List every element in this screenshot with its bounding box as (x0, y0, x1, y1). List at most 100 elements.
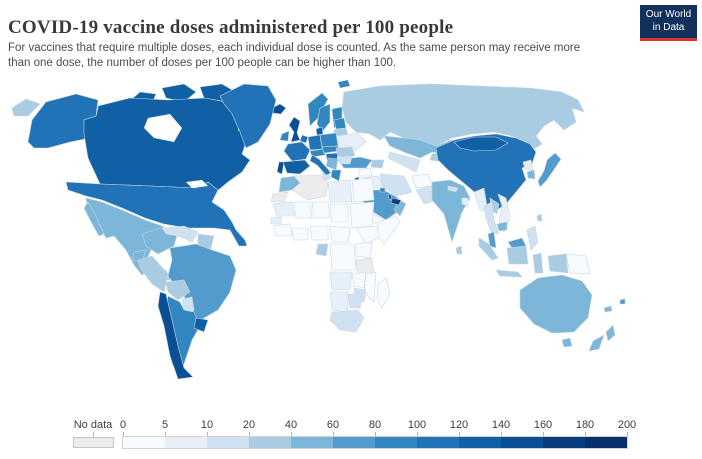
legend-bin-140-160[interactable] (501, 437, 543, 448)
country-syria[interactable] (357, 167, 373, 177)
country-uk[interactable] (288, 116, 301, 143)
country-philippines[interactable] (526, 225, 539, 251)
country-algeria[interactable] (291, 174, 329, 201)
country-sudan[interactable] (349, 201, 375, 229)
country-madagascar[interactable] (376, 277, 391, 309)
country-niger[interactable] (311, 201, 331, 219)
country-paraguay[interactable] (181, 296, 195, 311)
country-spain[interactable] (282, 159, 311, 175)
country-mexico-baja[interactable] (83, 201, 105, 237)
country-afghanistan[interactable] (411, 173, 433, 189)
country-egypt[interactable] (351, 177, 375, 203)
country-new-caledonia[interactable] (603, 305, 613, 313)
country-botswana[interactable] (347, 293, 363, 309)
legend-bin-20-40[interactable] (249, 437, 291, 448)
country-uae[interactable] (390, 197, 402, 206)
country-germany[interactable] (307, 134, 323, 151)
country-japan[interactable] (537, 152, 562, 188)
country-uruguay[interactable] (193, 317, 209, 333)
country-canada-arctic-2[interactable] (161, 83, 197, 103)
country-mauritania[interactable] (272, 201, 295, 217)
country-france[interactable] (283, 141, 311, 162)
country-qatar[interactable] (387, 193, 393, 201)
country-greece[interactable] (330, 169, 342, 182)
country-namibia[interactable] (329, 291, 349, 313)
country-caucasus[interactable] (370, 159, 385, 169)
country-kenya-uganda[interactable] (355, 241, 373, 259)
country-cameroon-car[interactable] (329, 225, 351, 243)
country-austria-switzerland[interactable] (309, 148, 326, 158)
country-mozambique[interactable] (363, 271, 377, 303)
country-new-zealand-north[interactable] (605, 324, 616, 342)
country-oman[interactable] (393, 199, 407, 217)
country-greenland[interactable] (219, 83, 277, 149)
country-russia-chukotka[interactable] (11, 98, 41, 117)
country-ukraine[interactable] (335, 132, 367, 151)
country-mali[interactable] (293, 201, 313, 219)
country-ivory-ghana[interactable] (291, 227, 309, 241)
country-sri-lanka[interactable] (455, 245, 463, 255)
country-malaysia-peninsula[interactable] (487, 231, 497, 249)
country-taiwan[interactable] (536, 213, 543, 222)
country-somalia[interactable] (377, 215, 401, 245)
country-baltics[interactable] (333, 117, 347, 130)
country-south-korea[interactable] (526, 169, 536, 180)
country-south-africa[interactable] (329, 309, 365, 333)
country-drc[interactable] (329, 243, 357, 271)
legend-bin-100-120[interactable] (417, 437, 459, 448)
country-svalbard[interactable] (337, 79, 351, 89)
country-china[interactable] (435, 133, 537, 213)
country-bangladesh[interactable] (461, 197, 469, 207)
country-chad[interactable] (329, 203, 349, 223)
country-papua-new-guinea[interactable] (565, 253, 591, 275)
country-sweden[interactable] (316, 103, 331, 133)
country-ireland[interactable] (279, 130, 290, 142)
country-guinea[interactable] (272, 223, 293, 237)
country-bulgaria[interactable] (338, 156, 353, 165)
country-mongolia[interactable] (453, 136, 509, 152)
country-benelux[interactable] (299, 134, 309, 144)
country-australia[interactable] (519, 274, 593, 334)
country-thailand[interactable] (483, 201, 500, 235)
country-indonesia-java[interactable] (495, 269, 523, 278)
country-uzbekistan-turkmenistan[interactable] (387, 151, 421, 173)
country-tasmania[interactable] (561, 337, 573, 348)
country-angola[interactable] (329, 271, 353, 291)
legend-bin-5-10[interactable] (165, 437, 207, 448)
country-cambodia[interactable] (496, 221, 508, 232)
country-italy[interactable] (309, 154, 332, 176)
country-romania[interactable] (335, 146, 356, 158)
country-indonesia-borneo[interactable] (506, 245, 529, 265)
owid-logo[interactable]: Our World in Data (640, 5, 697, 41)
country-libya[interactable] (327, 179, 353, 203)
country-poland[interactable] (319, 132, 339, 148)
legend-no-data-swatch[interactable] (73, 437, 114, 448)
country-venezuela[interactable] (161, 225, 199, 243)
legend-bin-10-20[interactable] (207, 437, 249, 448)
legend-bin-40-60[interactable] (291, 437, 333, 448)
country-indonesia-papua[interactable] (547, 253, 569, 274)
country-canada[interactable] (83, 97, 251, 193)
legend-bin-60-80[interactable] (333, 437, 375, 448)
country-gabon[interactable] (315, 243, 329, 257)
country-zambia[interactable] (351, 271, 367, 289)
country-north-korea[interactable] (522, 159, 534, 171)
country-india[interactable] (431, 179, 471, 244)
country-iran[interactable] (379, 173, 413, 197)
country-portugal[interactable] (276, 161, 285, 175)
country-indonesia-sulawesi[interactable] (532, 252, 544, 274)
country-new-zealand-south[interactable] (588, 334, 605, 352)
legend-bin-0-5[interactable] (123, 437, 165, 448)
country-nigeria[interactable] (309, 225, 329, 241)
legend-bin-160-180[interactable] (543, 437, 585, 448)
legend-bin-120-140[interactable] (459, 437, 501, 448)
legend-bin-180-200[interactable] (585, 437, 627, 448)
country-senegal[interactable] (270, 216, 282, 225)
country-peru[interactable] (137, 255, 169, 293)
country-denmark[interactable] (315, 126, 324, 136)
country-fiji[interactable] (619, 298, 626, 305)
legend-bin-80-100[interactable] (375, 437, 417, 448)
country-western-sahara[interactable] (270, 191, 289, 203)
country-nepal[interactable] (447, 185, 459, 193)
country-chile[interactable] (157, 291, 194, 380)
